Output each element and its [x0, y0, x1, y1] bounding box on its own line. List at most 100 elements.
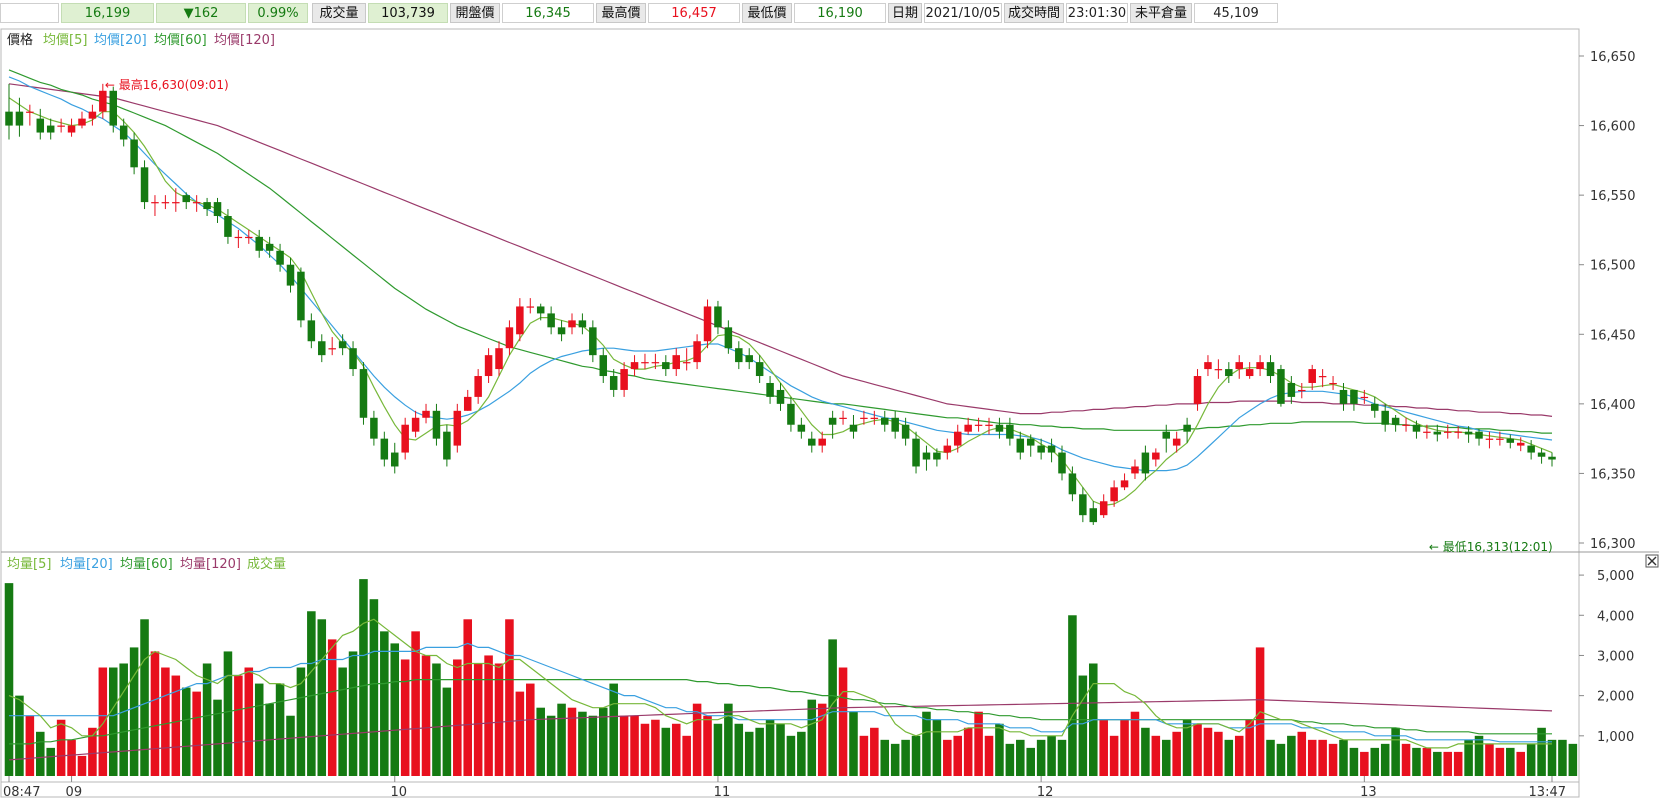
candle: [943, 438, 952, 460]
candle: [745, 348, 753, 370]
candle-body: [338, 341, 347, 349]
price-grid: [1579, 55, 1584, 544]
volume-bar: [817, 703, 827, 776]
candle: [808, 431, 816, 453]
candle: [1537, 448, 1546, 464]
candle: [901, 417, 910, 446]
low-value: 16,190: [794, 3, 886, 23]
candle-body: [1193, 376, 1202, 404]
close-icon[interactable]: [1645, 554, 1659, 568]
candle-body: [578, 320, 587, 328]
candle-body: [1256, 362, 1264, 370]
volume-legend-ma120: 均量[120]: [180, 557, 241, 572]
candle: [1308, 364, 1316, 390]
candle: [693, 334, 701, 370]
candle-body: [5, 111, 13, 126]
volume-bar: [98, 667, 108, 776]
candle: [849, 414, 858, 439]
volume-bar: [1474, 735, 1484, 776]
volume-bar: [192, 691, 201, 776]
volume-bar: [713, 723, 723, 776]
volume-bar: [1068, 615, 1077, 776]
volume-bar: [609, 683, 618, 776]
volume-bar: [765, 719, 775, 776]
candle: [1464, 426, 1473, 443]
candle: [1516, 437, 1525, 452]
volume-bar: [1120, 719, 1129, 776]
candle: [547, 306, 555, 335]
volume-bar: [1078, 675, 1088, 776]
volume-bar: [1422, 747, 1432, 776]
candle-body: [432, 410, 441, 439]
open-interest-label: 未平倉量: [1130, 3, 1192, 23]
candle: [797, 417, 806, 439]
candle: [99, 83, 107, 119]
candle-body: [234, 236, 243, 239]
volume-bar: [1234, 735, 1244, 776]
time-label: 成交時間: [1004, 3, 1064, 23]
candle-body: [516, 306, 524, 335]
candle-body: [109, 90, 118, 126]
last-price: 16,199: [61, 3, 154, 23]
volume-bar: [171, 675, 181, 776]
candle: [609, 369, 618, 397]
volume-bar: [849, 711, 858, 776]
volume-bar: [317, 619, 327, 776]
volume-bar: [932, 719, 942, 776]
volume-bar: [1016, 739, 1025, 776]
volume-bar: [161, 667, 170, 776]
volume-bar: [453, 659, 462, 776]
volume-bar: [755, 727, 764, 776]
volume-legend: 均量[5] 均量[20] 均量[60] 均量[120] 成交量: [7, 556, 286, 572]
volume-bar: [1057, 739, 1067, 776]
candle: [714, 300, 722, 335]
volume-bar: [338, 667, 347, 776]
candle: [1204, 355, 1212, 377]
volume-bar: [286, 715, 295, 776]
candle-body: [995, 424, 1004, 432]
quote-bar: 16,199 ▼162 0.99% 成交量 103,739 開盤價 16,345…: [0, 0, 1660, 26]
volume-bar: [1433, 751, 1442, 776]
candle-body: [26, 111, 34, 113]
price-change: ▼162: [156, 3, 246, 23]
volume-bar: [129, 647, 139, 776]
candle-body: [943, 445, 952, 453]
volume-bar: [640, 723, 650, 776]
candle: [891, 410, 899, 439]
volume-bar: [880, 739, 890, 776]
candle: [922, 445, 931, 471]
candle: [557, 320, 566, 342]
candle-body: [15, 111, 24, 126]
candle: [78, 111, 86, 129]
candle: [390, 442, 399, 474]
candle: [411, 410, 420, 438]
candle-body: [1402, 424, 1410, 426]
candle-body: [1266, 362, 1275, 377]
volume-bar: [1485, 743, 1494, 776]
volume-legend-volume: 成交量: [247, 556, 286, 572]
candle: [1360, 389, 1369, 404]
candle: [443, 424, 451, 467]
candle: [860, 410, 868, 425]
candle-body: [964, 424, 972, 432]
volume-bar: [327, 639, 337, 776]
volume-bar: [181, 687, 191, 776]
candle: [1120, 473, 1129, 491]
candle: [536, 303, 545, 321]
volume-bar: [1193, 723, 1202, 776]
volume-bar: [1380, 743, 1390, 776]
high-label: 最高價: [596, 3, 646, 23]
volume-bar: [15, 695, 24, 776]
candle: [1037, 438, 1045, 460]
candle-body: [307, 320, 316, 342]
candle-body: [1464, 431, 1473, 435]
candle: [338, 334, 347, 356]
candle: [870, 410, 879, 425]
candle-body: [182, 195, 190, 203]
candle-body: [672, 355, 680, 370]
candle: [203, 197, 211, 217]
candle-body: [568, 320, 576, 328]
volume-tick-label: 2,000: [1597, 690, 1634, 705]
volume-bar: [463, 619, 473, 776]
volume-bar: [515, 691, 525, 776]
